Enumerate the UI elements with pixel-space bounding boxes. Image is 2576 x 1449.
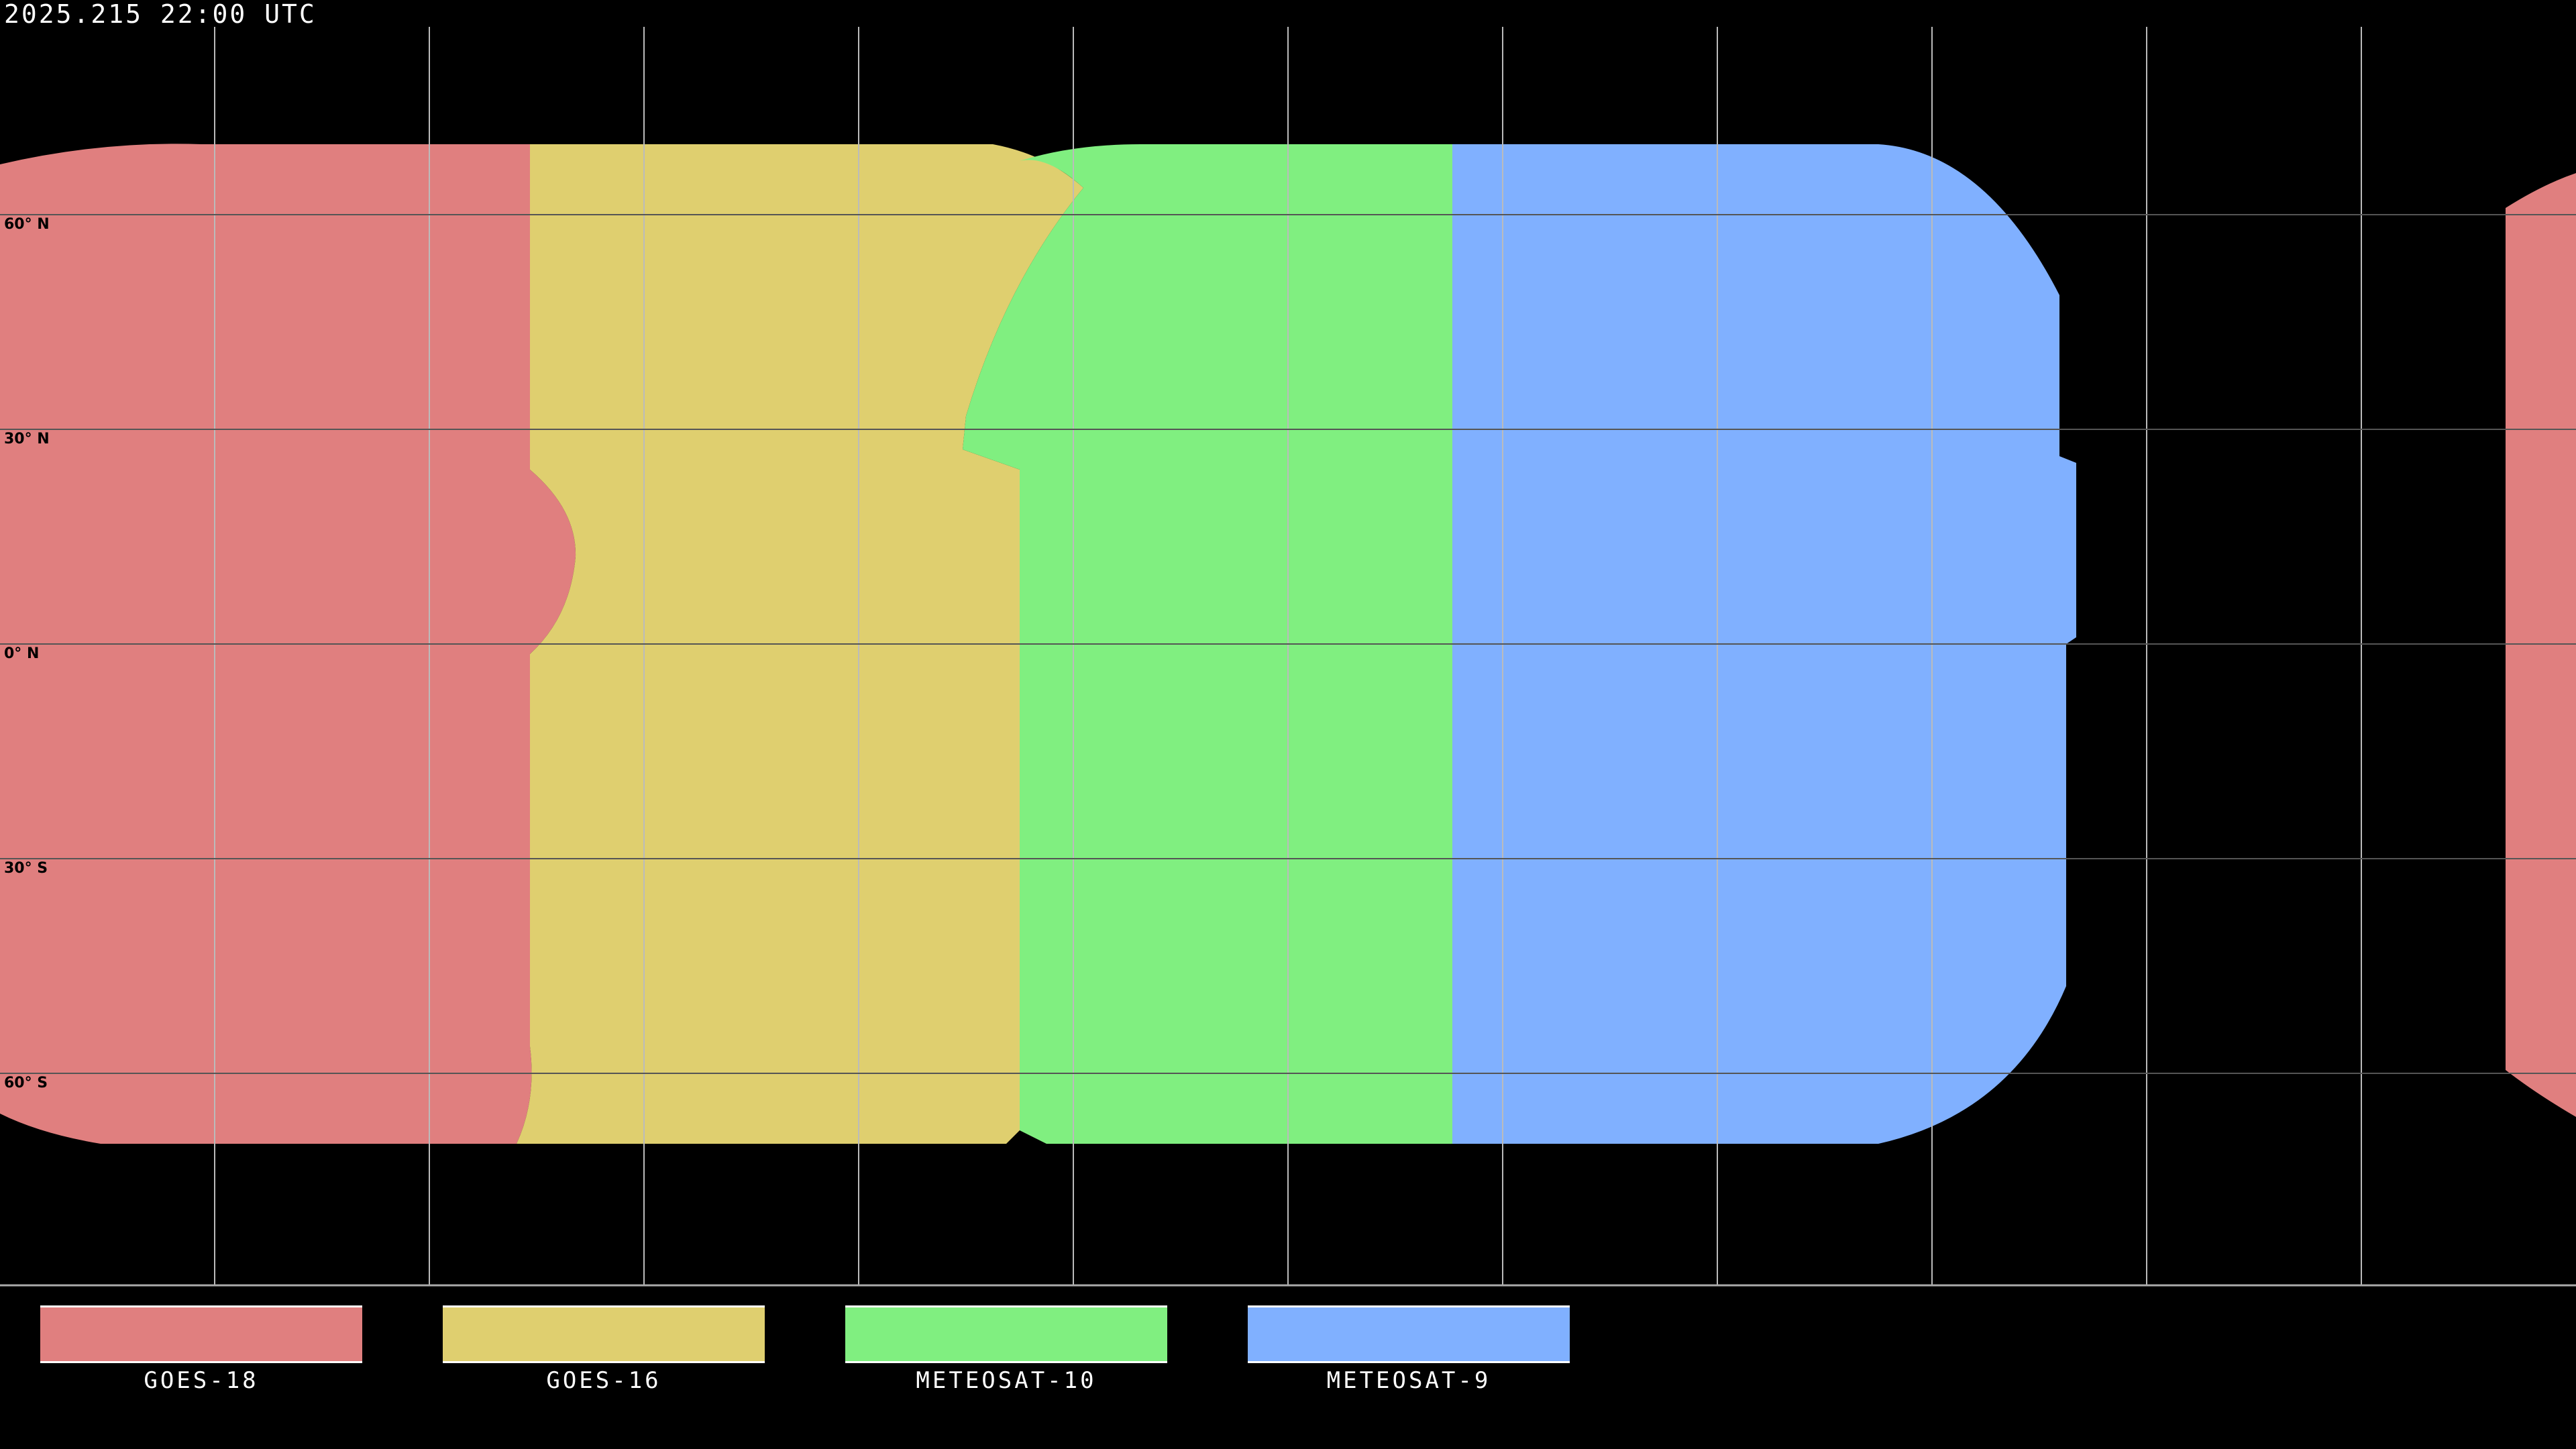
legend-item-meteosat-9: METEOSAT-9 (1246, 1305, 1571, 1394)
timestamp-title: 2025.215 22:00 UTC (4, 0, 317, 29)
lat-label-60s: 60° S (4, 1075, 48, 1091)
lat-label-30s: 30° S (4, 860, 48, 877)
legend-swatch (40, 1305, 362, 1363)
legend-swatch (845, 1305, 1167, 1363)
legend-swatch (443, 1305, 765, 1363)
lat-label-60n: 60° N (4, 216, 50, 233)
lat-label-30n: 30° N (4, 431, 50, 447)
coverage-map (0, 27, 2576, 1287)
legend-item-meteosat-10: METEOSAT-10 (844, 1305, 1169, 1394)
legend-label: METEOSAT-9 (1326, 1367, 1491, 1394)
legend-item-goes-18: GOES-18 (39, 1305, 364, 1394)
coverage-goes-18-east (2506, 173, 2576, 1117)
lat-label-0: 0° N (4, 645, 40, 662)
legend-label: GOES-18 (144, 1367, 259, 1394)
legend-label: METEOSAT-10 (916, 1367, 1097, 1394)
graticule (0, 27, 2576, 1285)
legend-item-goes-16: GOES-16 (441, 1305, 766, 1394)
legend-swatch (1248, 1305, 1570, 1363)
legend-label: GOES-16 (546, 1367, 661, 1394)
